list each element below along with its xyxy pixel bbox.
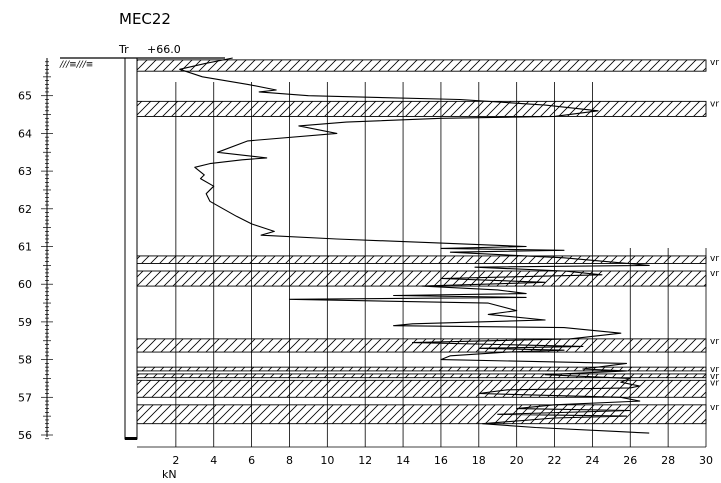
x-tick-label: 16 (434, 454, 448, 467)
y-tick-label: 60 (18, 278, 32, 291)
layer-label: vr (710, 58, 719, 68)
y-tick-label: 59 (18, 316, 32, 329)
y-tick-label: 64 (18, 127, 32, 140)
layer-band (137, 374, 706, 378)
layer-label: vr (710, 403, 719, 413)
x-tick-label: 24 (585, 454, 599, 467)
layer-band (137, 380, 706, 397)
y-tick-label: 61 (18, 241, 32, 254)
y-tick-label: 65 (18, 90, 32, 103)
layer-band (137, 60, 706, 71)
y-tick-label: 62 (18, 203, 32, 216)
x-tick-label: 30 (699, 454, 713, 467)
x-tick-label: 26 (623, 454, 637, 467)
x-tick-label: 22 (548, 454, 562, 467)
x-tick-label: 2 (172, 454, 179, 467)
x-tick-label: 12 (358, 454, 372, 467)
x-tick-label: 28 (661, 454, 675, 467)
surface-level: +66.0 (147, 43, 181, 56)
layer-band (137, 271, 706, 286)
layer-band (137, 339, 706, 352)
layer-label: vr (710, 254, 719, 264)
probe-rod (125, 58, 137, 439)
x-tick-label: 10 (320, 454, 334, 467)
chart-title: MEC22 (119, 10, 171, 28)
layer-label: vr (710, 99, 719, 109)
probe-tip (125, 437, 137, 440)
layer-label: vr (710, 337, 719, 347)
x-tick-label: 8 (286, 454, 293, 467)
x-tick-label: 4 (210, 454, 217, 467)
layer-label: vr (710, 269, 719, 279)
layer-band (137, 405, 706, 424)
y-tick-label: 58 (18, 354, 32, 367)
y-tick-label: 57 (18, 391, 32, 404)
x-axis-label: kN (162, 468, 177, 481)
y-tick-label: 56 (18, 429, 32, 442)
layer-band (137, 101, 706, 116)
x-tick-label: 20 (510, 454, 524, 467)
y-tick-label: 63 (18, 165, 32, 178)
surface-label: Tr (118, 43, 129, 56)
ground-symbol: ///≡///≡ (59, 60, 93, 70)
layer-label: vr (710, 378, 719, 388)
x-tick-label: 18 (472, 454, 486, 467)
x-tick-label: 14 (396, 454, 410, 467)
x-tick-label: 6 (248, 454, 255, 467)
